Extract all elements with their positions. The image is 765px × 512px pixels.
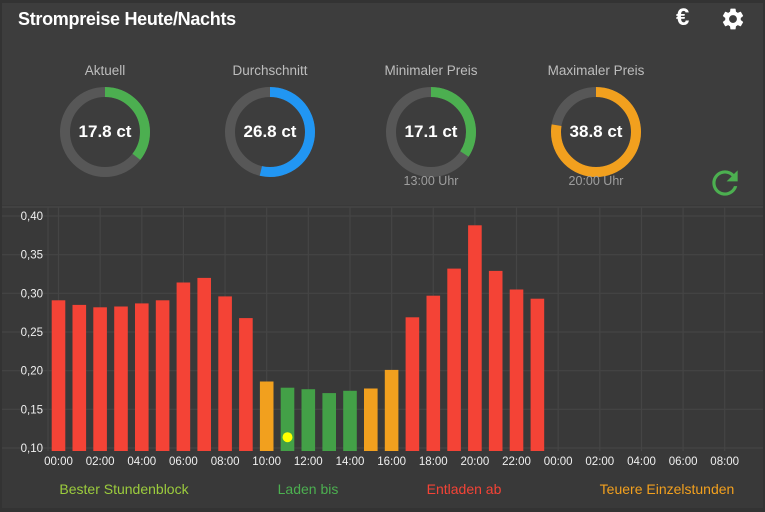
refresh-arrow-icon [712, 170, 738, 196]
price-bar-04:00 [135, 303, 149, 451]
gauge-maximaler-preis: Maximaler Preis 38.8 ct 20:00 Uhr [514, 62, 678, 188]
x-tick-label: 16:00 [377, 456, 406, 468]
price-bar-19:00 [447, 268, 461, 451]
current-hour-dot [282, 432, 293, 443]
y-tick-label: 0,25 [21, 327, 43, 339]
gauge-subtitle: 13:00 Uhr [403, 174, 459, 188]
chart-legend: Bester Stundenblock Laden bis Entladen ab T… [0, 481, 765, 501]
gauge-title: Durchschnitt [232, 63, 308, 78]
x-tick-label: 12:00 [294, 456, 323, 468]
gauge-ring [225, 87, 315, 177]
x-tick-label: 06:00 [169, 456, 198, 468]
gauge-title: Maximaler Preis [547, 63, 645, 78]
x-tick-label: 02:00 [585, 456, 614, 468]
y-tick-label: 0,20 [21, 366, 43, 378]
gauge-title: Minimaler Preis [384, 63, 478, 78]
price-bar-21:00 [488, 270, 503, 451]
y-tick-label: 0,15 [21, 404, 43, 416]
y-tick-label: 0,10 [21, 443, 43, 455]
price-bar-22:00 [509, 289, 524, 451]
price-bar-00:00 [51, 300, 66, 451]
gauge-value: 26.8 ct [243, 122, 297, 141]
x-tick-label: 00:00 [44, 456, 73, 468]
y-tick-label: 0,40 [21, 211, 43, 223]
x-tick-label: 00:00 [544, 456, 573, 468]
gauge-minimaler-preis: Minimaler Preis 17.1 ct 13:00 Uhr [349, 62, 513, 188]
x-tick-label: 04:00 [627, 456, 656, 468]
gauge-ring [60, 87, 150, 177]
gauge-ring [386, 87, 476, 177]
x-tick-label: 18:00 [419, 456, 448, 468]
x-tick-label: 02:00 [86, 456, 115, 468]
price-bar-07:00 [197, 277, 211, 451]
price-bar-14:00 [343, 390, 357, 451]
currency-euro-icon[interactable]: € [676, 4, 690, 31]
price-bar-chart: 0,10 0,15 0,20 0,25 0,30 0,35 0,40 00:00 02:00 04… [0, 206, 765, 468]
legend-item-4: Teuere Einzelstunden [599, 481, 735, 497]
legend-item-3: Entladen ab [426, 481, 502, 497]
price-bar-17:00 [405, 317, 420, 451]
refresh-icon[interactable] [706, 164, 744, 202]
x-tick-label: 04:00 [127, 456, 156, 468]
price-bar-15:00 [364, 388, 378, 451]
x-tick-label: 06:00 [669, 456, 698, 468]
price-bar-08:00 [218, 296, 232, 451]
price-bar-01:00 [72, 304, 87, 451]
gear-icon [722, 8, 744, 30]
gauge-value: 17.8 ct [78, 122, 132, 141]
price-bar-12:00 [301, 389, 316, 451]
page-title: Strompreise Heute/Nachts [18, 9, 236, 29]
price-bar-23:00 [530, 298, 545, 451]
price-bar-20:00 [468, 225, 482, 451]
legend-item-1: Bester Stundenblock [59, 481, 189, 497]
gauge-durchschnitt: Durchschnitt 26.8 ct [188, 62, 352, 178]
gauge-aktuell: Aktuell 17.8 ct [23, 62, 187, 178]
price-bar-16:00 [384, 369, 399, 451]
settings-gear-icon[interactable] [720, 6, 746, 32]
x-tick-label: 22:00 [502, 456, 531, 468]
x-tick-label: 20:00 [461, 456, 490, 468]
price-bar-06:00 [176, 282, 191, 451]
y-tick-label: 0,30 [21, 288, 43, 300]
x-tick-label: 14:00 [336, 456, 365, 468]
gauge-value: 17.1 ct [404, 122, 458, 141]
price-bar-13:00 [322, 393, 336, 451]
gauge-ring [551, 87, 641, 177]
price-bar-10:00 [259, 381, 274, 451]
x-tick-label: 10:00 [252, 456, 281, 468]
price-bar-09:00 [239, 318, 253, 451]
x-tick-label: 08:00 [710, 456, 739, 468]
gauge-title: Aktuell [84, 63, 126, 78]
price-bar-03:00 [114, 306, 128, 451]
gauge-value: 38.8 ct [569, 122, 623, 141]
gauge-subtitle: 20:00 Uhr [568, 174, 624, 188]
x-tick-label: 08:00 [211, 456, 240, 468]
legend-item-2: Laden bis [277, 481, 339, 497]
price-bar-05:00 [155, 300, 170, 451]
price-bar-18:00 [426, 295, 441, 451]
price-bar-02:00 [93, 307, 107, 451]
y-tick-label: 0,35 [21, 250, 43, 262]
